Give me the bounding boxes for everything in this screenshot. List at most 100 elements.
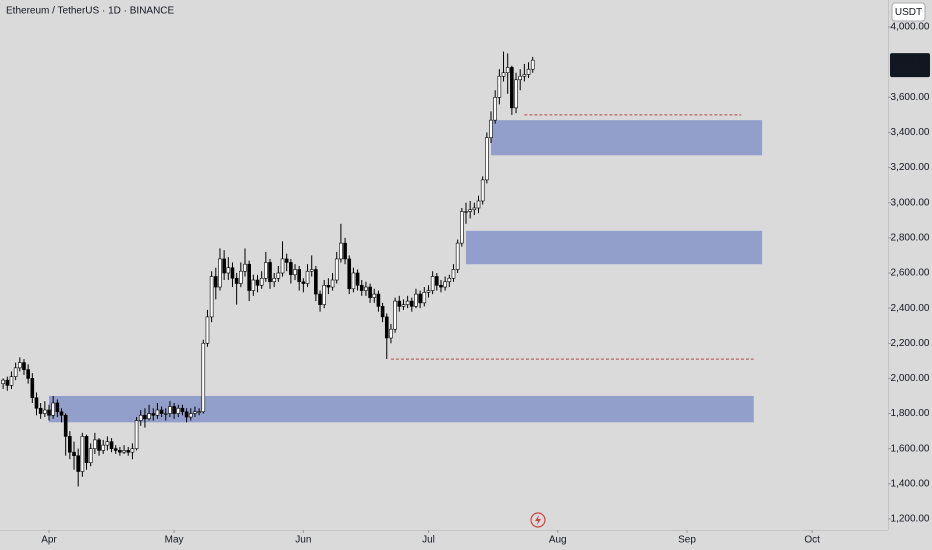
candle-body [88,448,93,464]
x-tick-label: May [165,535,184,546]
candle-body [47,409,51,416]
candle-body [476,200,481,209]
y-tick-label: 2,000.00 [891,373,930,384]
chart-title: Ethereum / TetherUS · 1D · BINANCE [6,6,175,17]
candle-body [76,455,80,472]
candle-body [330,279,335,288]
candle-body [43,409,47,414]
candle-body [30,378,35,399]
candle-body [184,411,189,418]
x-tick-label: Apr [41,535,57,546]
candle-body [163,413,168,415]
candle-body [230,267,235,279]
candle-body [9,376,14,386]
candle-body [405,300,410,305]
candle-body [268,262,272,283]
y-tick-label: 2,200.00 [891,338,930,349]
candle-body [522,74,527,77]
candle-body [401,304,406,307]
y-tick-label: 3,400.00 [891,127,930,138]
y-tick-label: 3,600.00 [891,92,930,103]
candle-body [389,328,393,339]
candle-body [339,242,343,260]
candle-body [280,258,285,274]
candle-body [443,281,447,288]
candle-body [72,451,76,456]
x-tick-label: Oct [804,535,820,546]
candle-body [97,439,101,451]
candle-body [318,293,322,305]
candle-body [213,276,218,288]
candle-body [435,276,439,286]
candle-body [451,269,456,279]
y-tick-label: 3,000.00 [891,197,930,208]
y-tick-label: 1,800.00 [891,408,930,419]
candle-body [126,450,131,453]
candle-body [172,406,176,414]
candle-body [284,258,289,263]
candle-body [201,342,206,413]
x-tick-label: Aug [549,535,567,546]
candle-body [384,316,389,339]
candle-body [109,441,114,449]
candle-body [305,270,310,284]
candle-body [134,420,139,449]
candle-body [326,284,331,288]
candle-body [485,137,489,181]
candle-body [493,97,497,121]
candle-body [247,263,251,291]
candle-body [151,413,156,416]
y-tick-label: 1,200.00 [891,514,930,525]
y-tick-label: 1,400.00 [891,478,930,489]
candle-body [359,284,364,291]
candle-body [472,207,477,211]
candle-body [414,293,418,307]
x-tick-label: Jun [295,535,311,546]
currency[interactable]: USDT [895,7,922,18]
candle-body [147,413,151,420]
candle-body [530,59,535,70]
candle-body [460,211,464,244]
candle-body [205,316,210,344]
candle-body [255,279,260,286]
candle-body [113,448,118,451]
candle-body [309,269,314,272]
candle-body [188,413,193,418]
candle-body [518,75,523,81]
candle-body [138,414,143,421]
candle-body [430,276,435,291]
candle-body [439,284,443,288]
candle-body [347,258,352,290]
candle-body [343,242,347,260]
candle-body [68,436,72,453]
y-tick-label: 2,400.00 [891,303,930,314]
candle-body [301,281,306,284]
candle-body [59,411,64,416]
candle-body [1,379,5,384]
candle-body [355,272,360,286]
candle-body [322,284,327,305]
candle-body [409,300,414,307]
candle-body [272,277,276,283]
candle-body [293,269,297,276]
candle-body [118,450,122,453]
candle-body [122,450,126,453]
candle-body [514,79,518,109]
candle-body [243,263,247,272]
candle-body [5,379,10,386]
candle-body [251,279,256,291]
y-tick-label: 4,000.00 [891,22,930,33]
candle-body [105,441,110,446]
candle-body [351,272,356,290]
currency-box[interactable] [891,2,926,22]
candle-body [155,409,160,416]
candle-body [422,292,427,304]
candle-body [222,258,226,274]
candle-body [159,409,164,414]
candle-body [55,402,60,413]
lightning-icon[interactable] [530,512,546,528]
zone [491,120,763,156]
